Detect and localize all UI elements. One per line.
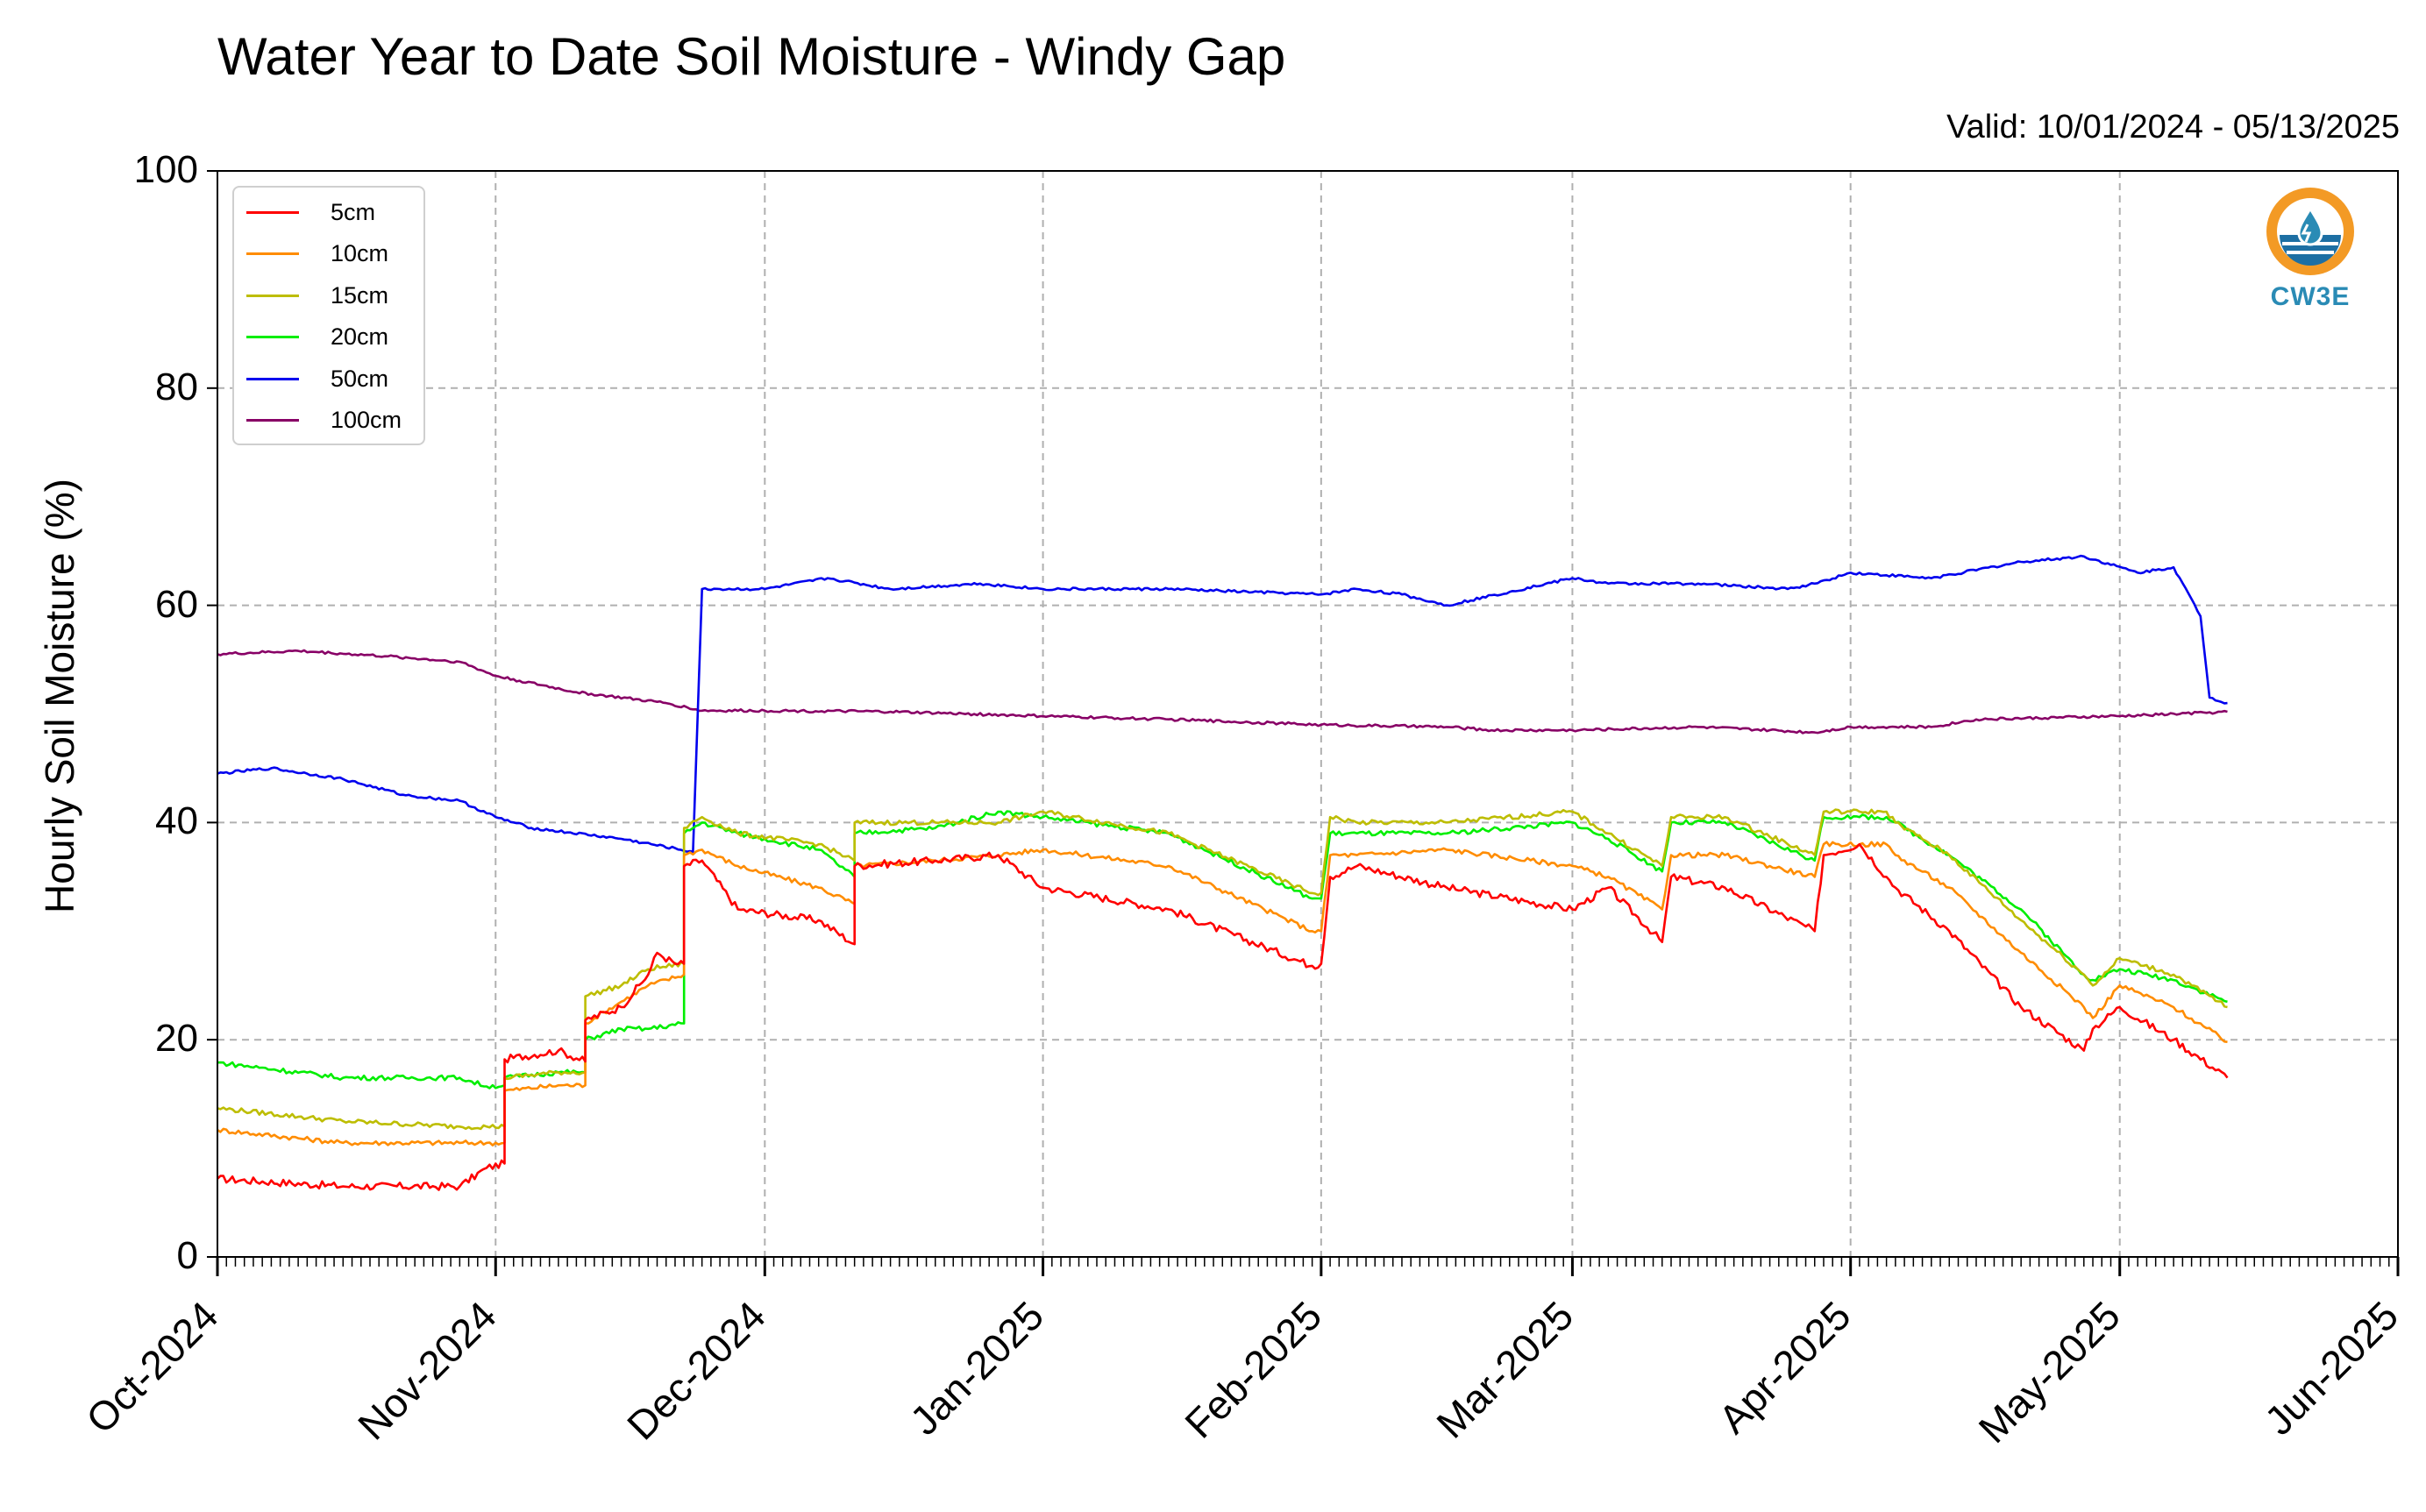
legend-item-50cm: 50cm	[246, 361, 388, 396]
y-tick-label: 60	[155, 582, 198, 626]
y-tick-label: 40	[155, 799, 198, 843]
legend-item-5cm: 5cm	[246, 195, 375, 230]
series-line-15cm	[217, 808, 2228, 1131]
y-tick-label: 100	[133, 148, 198, 191]
valid-date-range: Valid: 10/01/2024 - 05/13/2025	[1946, 109, 2400, 146]
plot-frame	[217, 170, 2399, 1258]
legend-item-10cm: 10cm	[246, 237, 388, 272]
series-line-100cm	[217, 649, 2228, 735]
cw3e-logo-icon	[2266, 188, 2354, 275]
legend-label: 15cm	[331, 281, 389, 309]
series-lines	[217, 554, 2229, 1191]
series-line-5cm	[217, 842, 2229, 1191]
legend-swatch	[246, 210, 299, 214]
legend-swatch	[246, 294, 299, 297]
legend-swatch	[246, 377, 299, 380]
legend-label: 50cm	[331, 365, 389, 392]
y-axis-label: Hourly Soil Moisture (%)	[37, 479, 82, 913]
legend-label: 100cm	[331, 407, 402, 433]
legend-item-20cm: 20cm	[246, 320, 388, 355]
legend-swatch	[246, 336, 299, 338]
legend-label: 20cm	[331, 323, 389, 350]
x-minor-ticks	[217, 1257, 2399, 1267]
y-tick-label: 20	[155, 1017, 198, 1061]
legend-item-15cm: 15cm	[246, 278, 388, 313]
grid-lines	[217, 171, 2398, 1257]
logo-text: CW3E	[2270, 282, 2351, 311]
legend-swatch	[246, 419, 299, 422]
legend: 5cm 10cm 15cm 20cm 50cm 100cm	[232, 186, 425, 445]
legend-label: 5cm	[331, 198, 376, 225]
y-tick-label: 0	[176, 1234, 198, 1277]
y-tick-label: 80	[155, 365, 198, 408]
cw3e-logo: CW3E	[2253, 182, 2367, 323]
legend-swatch	[246, 252, 299, 255]
series-line-50cm	[217, 554, 2228, 854]
series-line-10cm	[217, 841, 2228, 1146]
axis-ticks	[207, 170, 2400, 1276]
legend-item-100cm: 100cm	[246, 403, 402, 438]
chart-title: Water Year to Date Soil Moisture - Windy…	[217, 27, 1286, 86]
plot-background	[217, 171, 2398, 1257]
legend-label: 10cm	[331, 240, 389, 266]
